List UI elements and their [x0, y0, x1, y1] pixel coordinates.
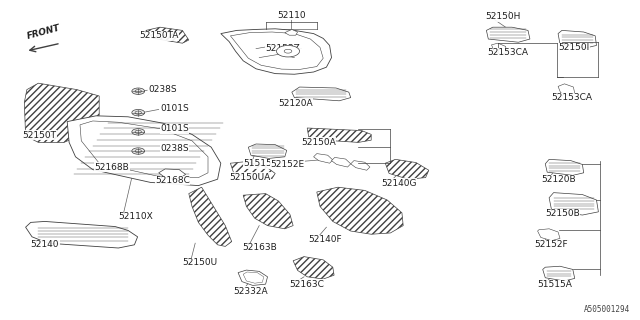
Text: 52150T: 52150T — [22, 131, 56, 140]
Polygon shape — [538, 229, 560, 241]
Text: 52120A: 52120A — [278, 99, 313, 108]
Polygon shape — [230, 162, 275, 179]
Text: 52150TA: 52150TA — [140, 31, 179, 40]
Text: 52168C: 52168C — [155, 176, 189, 185]
Polygon shape — [159, 169, 186, 179]
Polygon shape — [285, 29, 298, 35]
Text: 52150UA: 52150UA — [229, 173, 270, 182]
Polygon shape — [221, 29, 332, 74]
Polygon shape — [243, 194, 293, 229]
Polygon shape — [558, 30, 596, 48]
Circle shape — [132, 148, 145, 154]
Text: A505001294: A505001294 — [584, 305, 630, 314]
Text: 52163C: 52163C — [289, 280, 324, 289]
Polygon shape — [549, 193, 598, 215]
Text: 52140G: 52140G — [381, 179, 416, 188]
Polygon shape — [385, 159, 429, 179]
Polygon shape — [67, 116, 221, 186]
Polygon shape — [351, 161, 370, 170]
Polygon shape — [238, 270, 268, 285]
Text: 0238S: 0238S — [148, 85, 177, 94]
Text: 52110: 52110 — [277, 11, 305, 20]
Text: 51515: 51515 — [243, 159, 272, 168]
Polygon shape — [545, 159, 584, 175]
Text: 52120B: 52120B — [541, 175, 575, 184]
Polygon shape — [543, 266, 575, 281]
Polygon shape — [307, 128, 371, 142]
Polygon shape — [118, 154, 146, 163]
Text: 52150H: 52150H — [485, 12, 520, 21]
Polygon shape — [189, 187, 232, 246]
Text: 52150U: 52150U — [182, 258, 218, 267]
Text: 52153CA: 52153CA — [488, 48, 529, 57]
Text: 52140: 52140 — [31, 240, 60, 249]
Polygon shape — [248, 144, 287, 158]
Polygon shape — [486, 27, 530, 42]
Text: 52168B: 52168B — [95, 163, 129, 172]
Text: 0238S: 0238S — [160, 144, 189, 153]
Text: 52332A: 52332A — [234, 287, 268, 296]
Text: 0101S: 0101S — [160, 104, 189, 113]
Polygon shape — [558, 84, 575, 95]
Polygon shape — [24, 83, 99, 142]
Text: FRONT: FRONT — [26, 23, 61, 41]
Ellipse shape — [138, 148, 157, 153]
Polygon shape — [314, 154, 333, 163]
Text: 52153Z: 52153Z — [266, 44, 300, 53]
Text: 52150I: 52150I — [558, 43, 589, 52]
Text: 52110X: 52110X — [118, 212, 153, 221]
Text: 52150B: 52150B — [545, 209, 580, 218]
Text: 52163B: 52163B — [242, 243, 276, 252]
Text: 52140F: 52140F — [308, 235, 342, 244]
Polygon shape — [80, 121, 208, 178]
Text: 0101S: 0101S — [160, 124, 189, 133]
Text: 52150A: 52150A — [301, 138, 335, 147]
Polygon shape — [292, 87, 351, 101]
Text: 51515A: 51515A — [538, 280, 572, 289]
Circle shape — [132, 109, 145, 116]
Circle shape — [132, 129, 145, 135]
Polygon shape — [293, 257, 334, 279]
Polygon shape — [492, 43, 507, 54]
Text: 52152F: 52152F — [534, 240, 568, 249]
Polygon shape — [317, 187, 403, 234]
Circle shape — [132, 88, 145, 94]
Polygon shape — [26, 221, 138, 248]
Polygon shape — [146, 27, 189, 43]
Text: 52152E: 52152E — [270, 160, 304, 169]
Circle shape — [276, 45, 300, 57]
Polygon shape — [332, 157, 351, 167]
Text: 52153CA: 52153CA — [552, 93, 593, 102]
Ellipse shape — [102, 143, 122, 148]
